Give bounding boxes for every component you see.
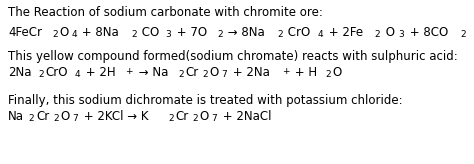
Text: 2: 2 [374,31,380,40]
Text: +: + [125,67,133,76]
Text: Cr: Cr [36,110,49,123]
Text: O: O [60,110,70,123]
Text: 2: 2 [325,71,331,80]
Text: 2: 2 [52,31,57,40]
Text: + 7O: + 7O [173,26,207,39]
Text: + H: + H [292,66,318,79]
Text: 2: 2 [192,114,198,123]
Text: 4: 4 [74,71,80,80]
Text: CrO: CrO [284,26,310,39]
Text: 2: 2 [131,31,137,40]
Text: +: + [282,67,289,76]
Text: Cr: Cr [185,66,199,79]
Text: O: O [200,110,209,123]
Text: → 8Na: → 8Na [224,26,265,39]
Text: + 8CO: + 8CO [406,26,448,39]
Text: 2: 2 [217,31,223,40]
Text: 2: 2 [202,71,208,80]
Text: CO: CO [138,26,159,39]
Text: O: O [210,66,219,79]
Text: + 2NaCl: + 2NaCl [219,110,272,123]
Text: 2Na: 2Na [8,66,31,79]
Text: 3: 3 [399,31,404,40]
Text: O: O [382,26,395,39]
Text: 2: 2 [178,71,183,80]
Text: 7: 7 [211,114,217,123]
Text: Na: Na [8,110,24,123]
Text: + 2H: + 2H [82,66,116,79]
Text: → Na: → Na [135,66,168,79]
Text: 2: 2 [460,31,466,40]
Text: 2: 2 [28,114,34,123]
Text: Cr: Cr [175,110,189,123]
Text: + 2Fe: + 2Fe [325,26,364,39]
Text: CrO: CrO [46,66,68,79]
Text: 4: 4 [318,31,324,40]
Text: + 2Na: + 2Na [229,66,270,79]
Text: 4: 4 [71,31,77,40]
Text: + 2KCl → K: + 2KCl → K [80,110,148,123]
Text: Finally, this sodium dichromate is treated with potassium chloride:: Finally, this sodium dichromate is treat… [8,94,402,107]
Text: 2: 2 [38,71,44,80]
Text: The Reaction of sodium carbonate with chromite ore:: The Reaction of sodium carbonate with ch… [8,6,323,19]
Text: O: O [59,26,68,39]
Text: 7: 7 [221,71,228,80]
Text: 2: 2 [53,114,59,123]
Text: 3: 3 [165,31,171,40]
Text: 4FeCr: 4FeCr [8,26,42,39]
Text: O: O [332,66,342,79]
Text: 7: 7 [72,114,78,123]
Text: + 8Na: + 8Na [78,26,119,39]
Text: This yellow compound formed(sodium chromate) reacts with sulphuric acid:: This yellow compound formed(sodium chrom… [8,50,458,63]
Text: 2: 2 [168,114,173,123]
Text: 2: 2 [277,31,283,40]
